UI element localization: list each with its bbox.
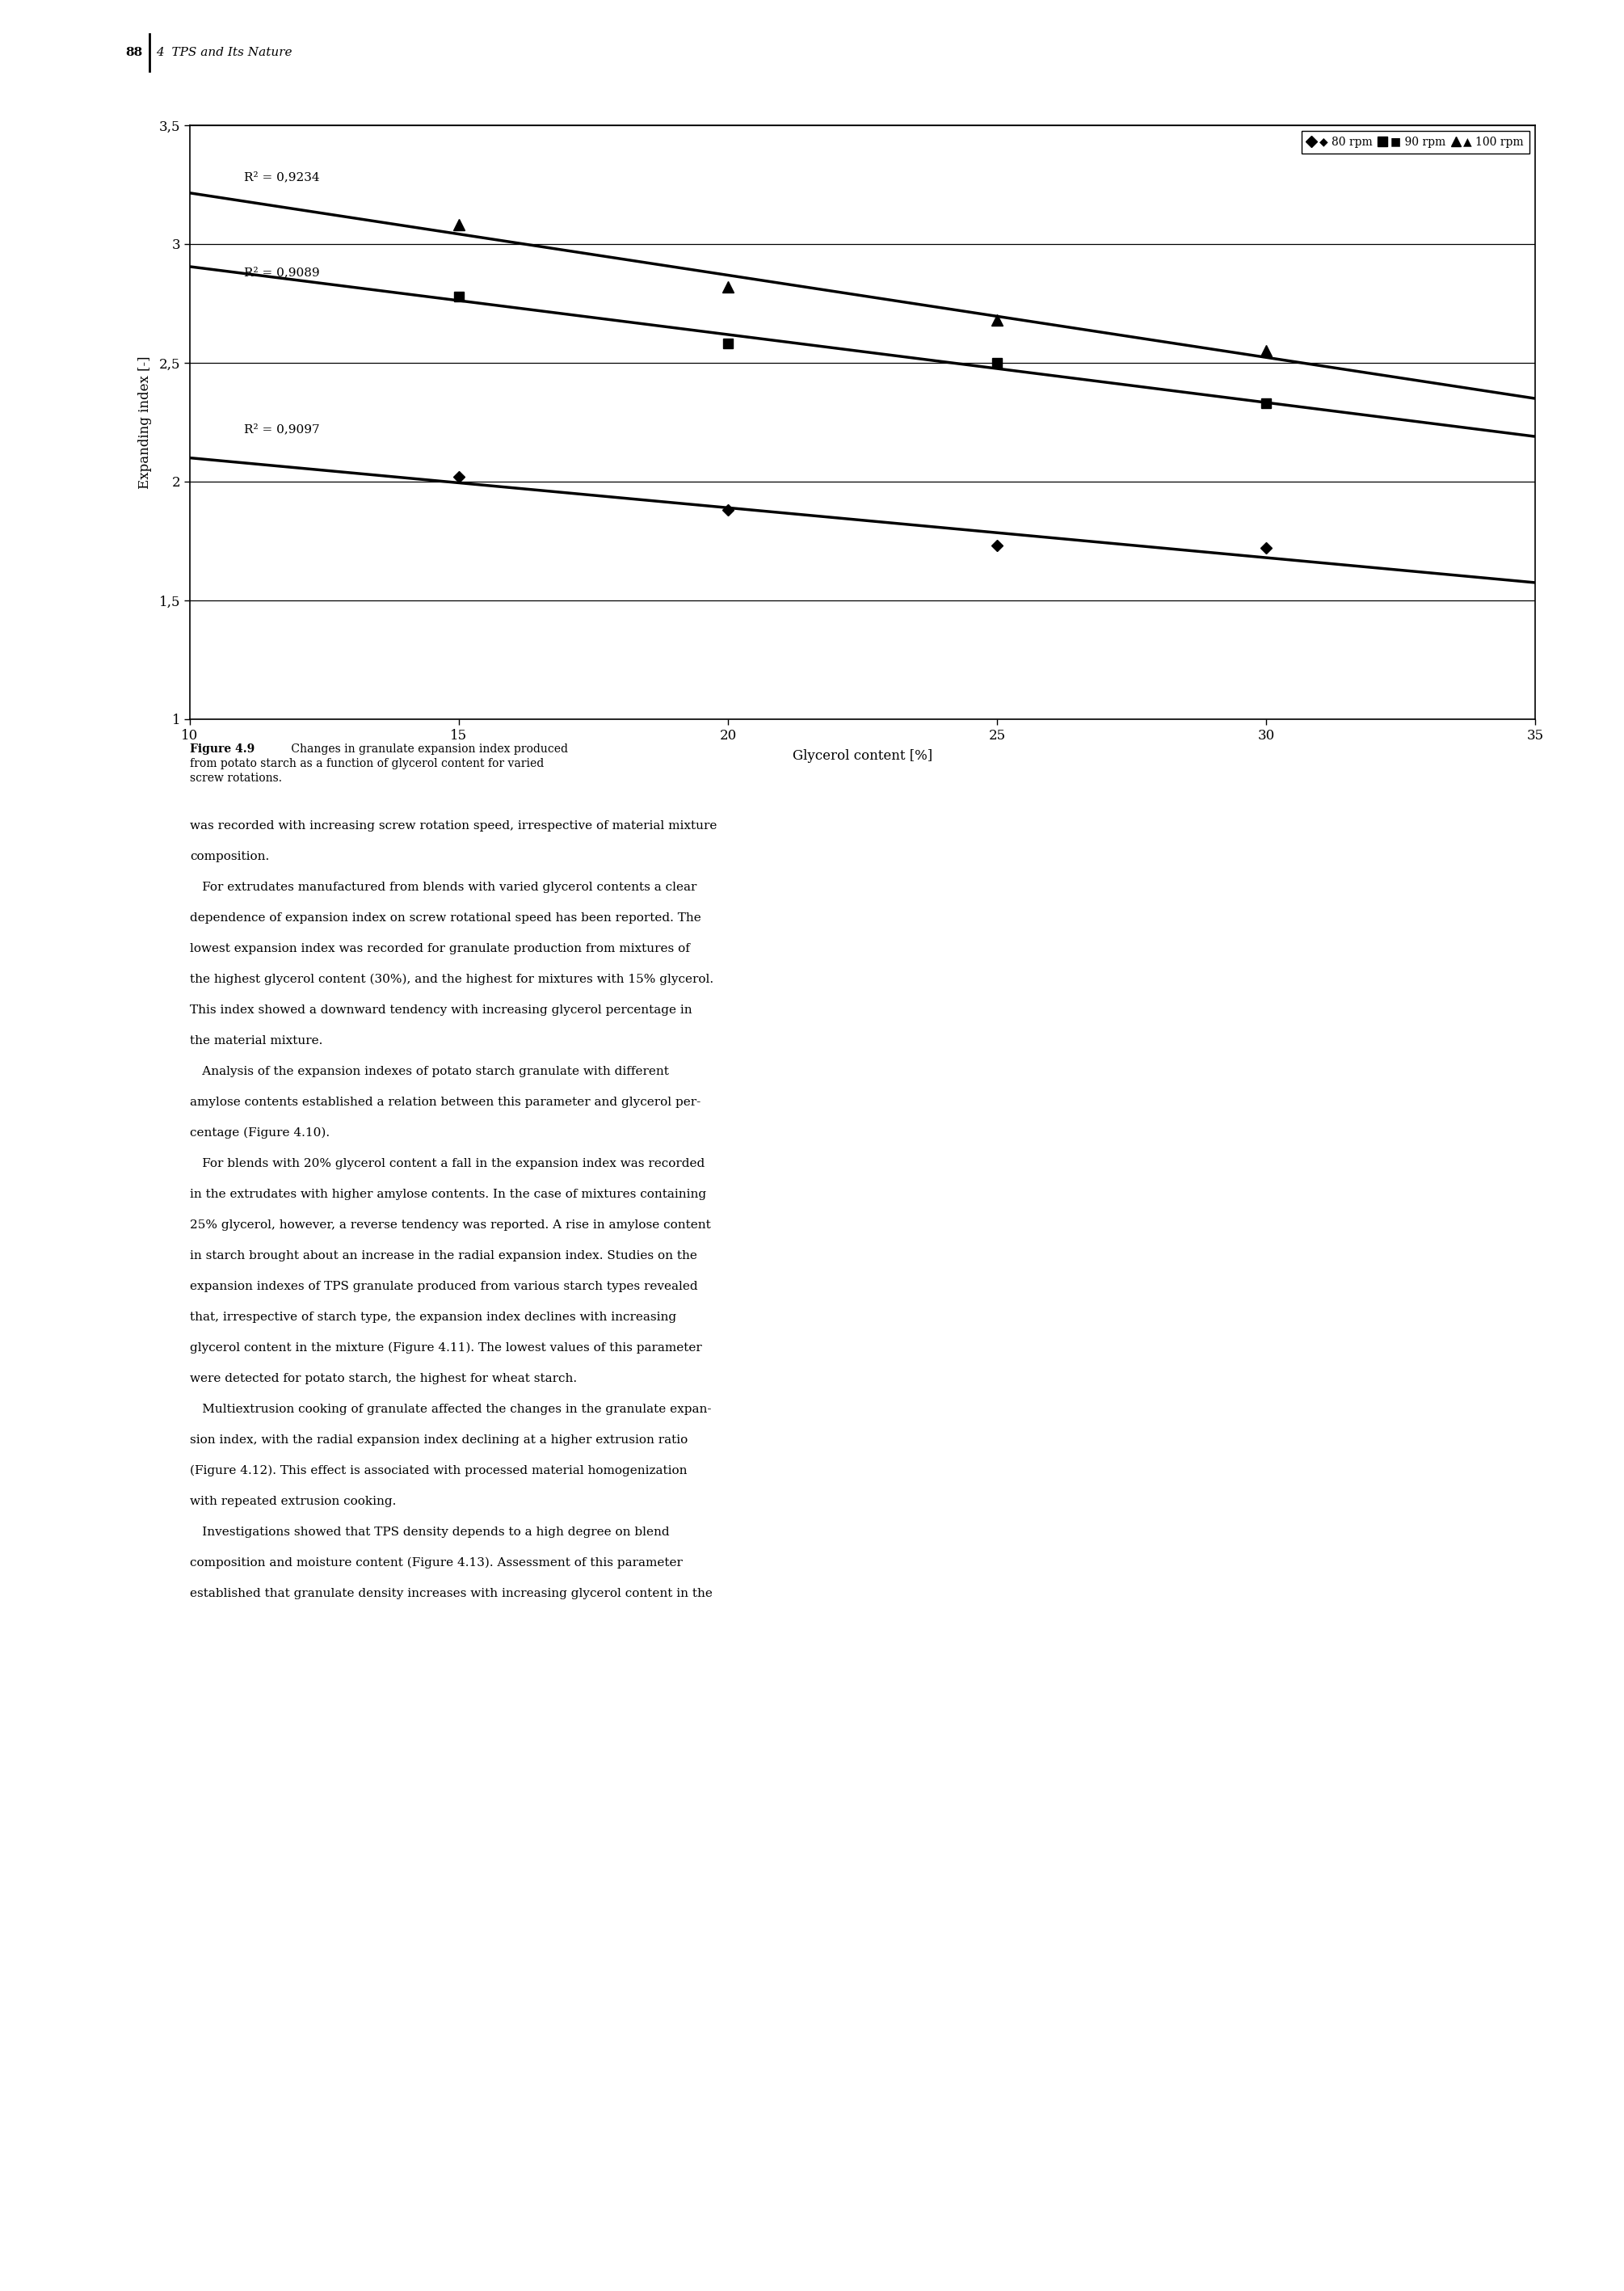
Text: For extrudates manufactured from blends with varied glycerol contents a clear: For extrudates manufactured from blends … bbox=[190, 882, 697, 893]
Text: the material mixture.: the material mixture. bbox=[190, 1036, 323, 1047]
Text: were detected for potato starch, the highest for wheat starch.: were detected for potato starch, the hig… bbox=[190, 1372, 577, 1384]
Text: 88: 88 bbox=[125, 46, 143, 57]
Text: in starch brought about an increase in the radial expansion index. Studies on th: in starch brought about an increase in t… bbox=[190, 1251, 697, 1262]
Text: lowest expansion index was recorded for granulate production from mixtures of: lowest expansion index was recorded for … bbox=[190, 944, 690, 955]
Text: screw rotations.: screw rotations. bbox=[190, 772, 283, 784]
Text: Figure 4.9: Figure 4.9 bbox=[190, 745, 255, 754]
Y-axis label: Expanding index [-]: Expanding index [-] bbox=[138, 355, 153, 488]
Text: composition and moisture content (Figure 4.13). Assessment of this parameter: composition and moisture content (Figure… bbox=[190, 1558, 682, 1569]
Text: in the extrudates with higher amylose contents. In the case of mixtures containi: in the extrudates with higher amylose co… bbox=[190, 1189, 706, 1200]
Text: the highest glycerol content (30%), and the highest for mixtures with 15% glycer: the highest glycerol content (30%), and … bbox=[190, 974, 713, 985]
Text: sion index, with the radial expansion index declining at a higher extrusion rati: sion index, with the radial expansion in… bbox=[190, 1434, 689, 1446]
X-axis label: Glycerol content [%]: Glycerol content [%] bbox=[793, 749, 932, 763]
Text: 4  TPS and Its Nature: 4 TPS and Its Nature bbox=[156, 46, 292, 57]
Text: composition.: composition. bbox=[190, 850, 270, 861]
Text: Multiextrusion cooking of granulate affected the changes in the granulate expan-: Multiextrusion cooking of granulate affe… bbox=[190, 1404, 711, 1416]
Text: dependence of expansion index on screw rotational speed has been reported. The: dependence of expansion index on screw r… bbox=[190, 912, 702, 923]
Text: that, irrespective of starch type, the expansion index declines with increasing: that, irrespective of starch type, the e… bbox=[190, 1310, 676, 1322]
Text: (Figure 4.12). This effect is associated with processed material homogenization: (Figure 4.12). This effect is associated… bbox=[190, 1466, 687, 1478]
Text: 25% glycerol, however, a reverse tendency was reported. A rise in amylose conten: 25% glycerol, however, a reverse tendenc… bbox=[190, 1219, 711, 1230]
Text: Investigations showed that TPS density depends to a high degree on blend: Investigations showed that TPS density d… bbox=[190, 1526, 669, 1537]
Text: This index showed a downward tendency with increasing glycerol percentage in: This index showed a downward tendency wi… bbox=[190, 1003, 692, 1015]
Text: R² = 0,9097: R² = 0,9097 bbox=[244, 424, 320, 435]
Text: amylose contents established a relation between this parameter and glycerol per-: amylose contents established a relation … bbox=[190, 1097, 700, 1109]
Text: with repeated extrusion cooking.: with repeated extrusion cooking. bbox=[190, 1496, 396, 1507]
Text: centage (Figure 4.10).: centage (Figure 4.10). bbox=[190, 1127, 330, 1139]
Legend: ◆ 80 rpm, ■ 90 rpm, ▲ 100 rpm: ◆ 80 rpm, ■ 90 rpm, ▲ 100 rpm bbox=[1301, 131, 1530, 153]
Text: expansion indexes of TPS granulate produced from various starch types revealed: expansion indexes of TPS granulate produ… bbox=[190, 1281, 698, 1292]
Text: glycerol content in the mixture (Figure 4.11). The lowest values of this paramet: glycerol content in the mixture (Figure … bbox=[190, 1343, 702, 1354]
Text: Changes in granulate expansion index produced: Changes in granulate expansion index pro… bbox=[287, 745, 568, 754]
Text: was recorded with increasing screw rotation speed, irrespective of material mixt: was recorded with increasing screw rotat… bbox=[190, 820, 716, 832]
Text: For blends with 20% glycerol content a fall in the expansion index was recorded: For blends with 20% glycerol content a f… bbox=[190, 1157, 705, 1168]
Text: Analysis of the expansion indexes of potato starch granulate with different: Analysis of the expansion indexes of pot… bbox=[190, 1065, 669, 1077]
Text: from potato starch as a function of glycerol content for varied: from potato starch as a function of glyc… bbox=[190, 758, 544, 770]
Text: R² = 0,9234: R² = 0,9234 bbox=[244, 172, 320, 183]
Text: established that granulate density increases with increasing glycerol content in: established that granulate density incre… bbox=[190, 1588, 713, 1599]
Text: R² = 0,9089: R² = 0,9089 bbox=[244, 268, 320, 277]
